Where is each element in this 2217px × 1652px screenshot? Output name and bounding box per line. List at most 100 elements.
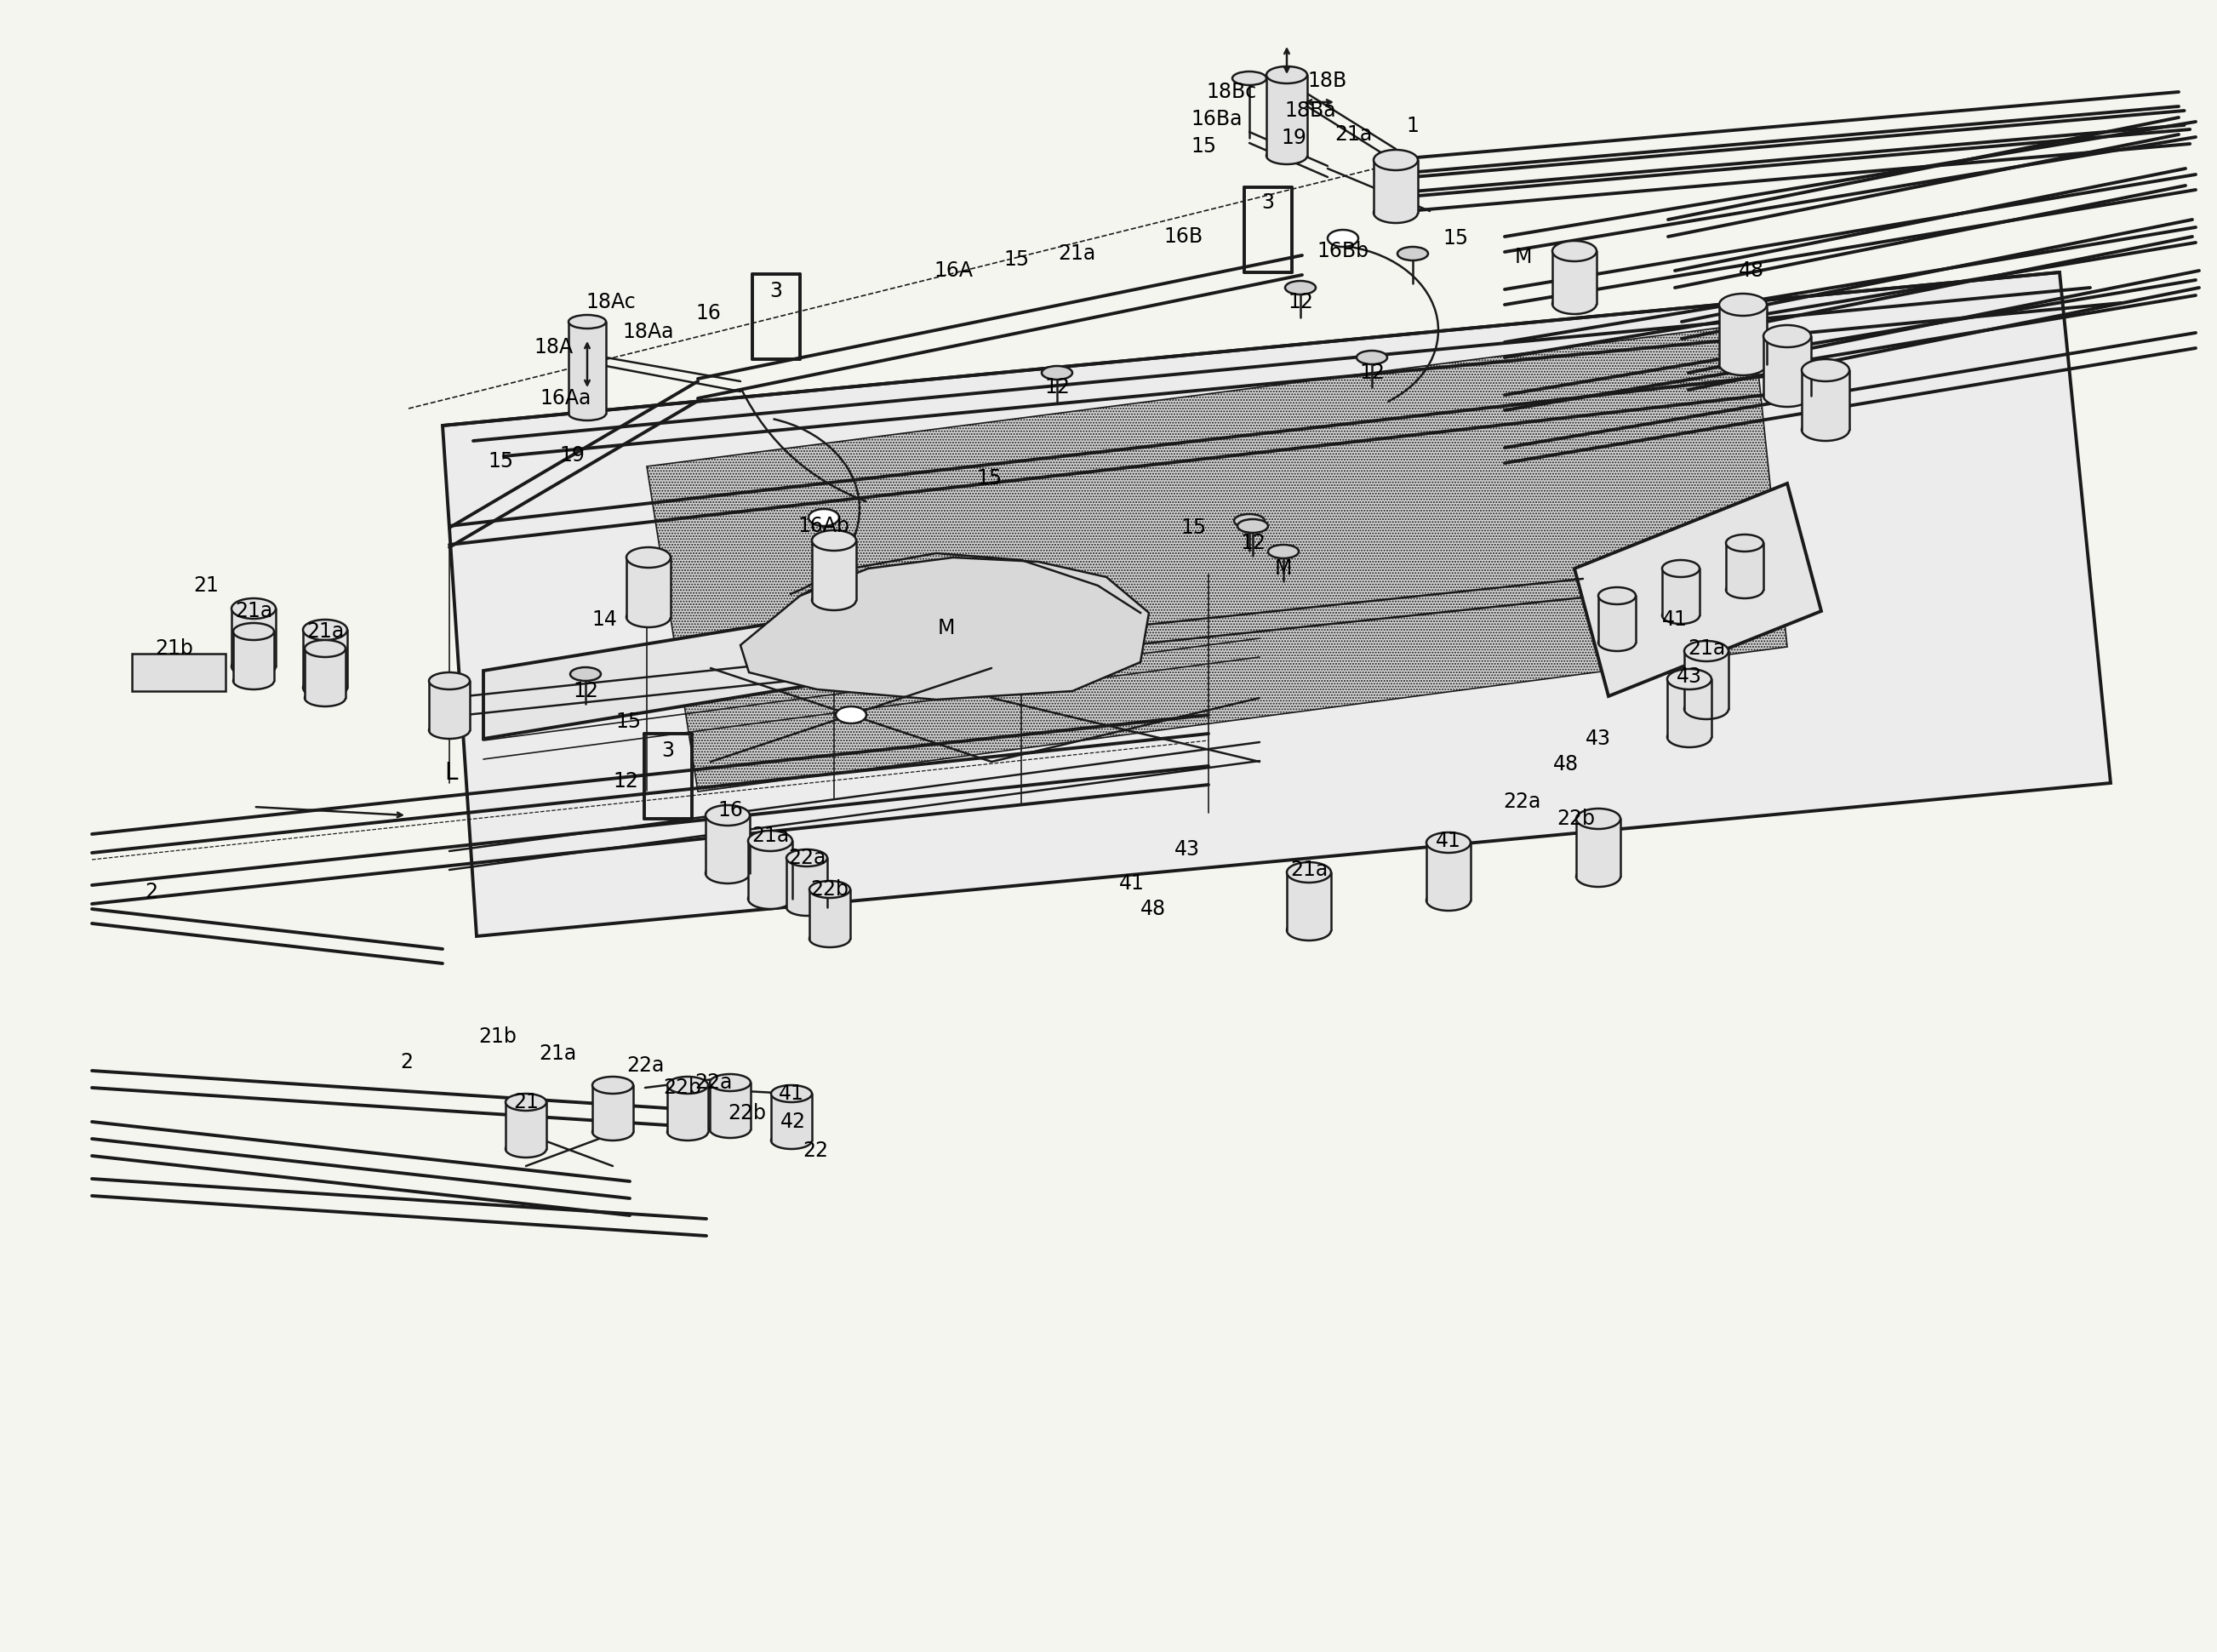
Text: 15: 15 <box>1004 249 1031 269</box>
Polygon shape <box>231 608 275 666</box>
Ellipse shape <box>627 547 670 568</box>
Ellipse shape <box>1286 920 1330 940</box>
Polygon shape <box>1574 484 1820 695</box>
Ellipse shape <box>1685 641 1729 661</box>
Text: 42: 42 <box>780 1112 807 1132</box>
Polygon shape <box>709 1082 752 1130</box>
Ellipse shape <box>1552 294 1596 314</box>
Text: M: M <box>1514 246 1532 268</box>
Ellipse shape <box>1667 669 1712 689</box>
Ellipse shape <box>231 598 275 620</box>
Polygon shape <box>1763 337 1811 396</box>
Text: 18Ba: 18Ba <box>1286 101 1337 121</box>
Ellipse shape <box>1397 246 1428 261</box>
Polygon shape <box>705 816 749 874</box>
Polygon shape <box>627 557 670 618</box>
Polygon shape <box>133 654 226 691</box>
Ellipse shape <box>811 590 856 610</box>
Ellipse shape <box>428 672 470 689</box>
Ellipse shape <box>1598 634 1636 651</box>
Text: 21a: 21a <box>1290 859 1328 881</box>
Ellipse shape <box>1286 281 1315 294</box>
Ellipse shape <box>304 639 346 657</box>
Ellipse shape <box>1718 354 1767 375</box>
Ellipse shape <box>592 1077 634 1094</box>
Ellipse shape <box>1763 325 1811 347</box>
Ellipse shape <box>1286 862 1330 882</box>
Text: 41: 41 <box>778 1084 805 1104</box>
Ellipse shape <box>809 930 849 947</box>
Polygon shape <box>505 1102 545 1150</box>
Ellipse shape <box>1375 150 1419 170</box>
Polygon shape <box>740 557 1148 699</box>
Ellipse shape <box>772 1085 811 1102</box>
Polygon shape <box>304 649 346 697</box>
Text: 21b: 21b <box>155 638 193 659</box>
Text: 41: 41 <box>1437 831 1461 851</box>
Text: 3: 3 <box>1261 192 1275 213</box>
Text: 21a: 21a <box>1058 243 1095 264</box>
Polygon shape <box>1718 304 1767 365</box>
Ellipse shape <box>1576 808 1621 829</box>
Text: 22b: 22b <box>663 1077 703 1099</box>
Ellipse shape <box>709 1074 752 1090</box>
Ellipse shape <box>667 1123 707 1140</box>
Text: 43: 43 <box>1676 666 1703 687</box>
Ellipse shape <box>1667 727 1712 747</box>
Text: 48: 48 <box>1738 261 1765 281</box>
Text: 19: 19 <box>559 444 585 466</box>
Text: 21a: 21a <box>1687 638 1725 659</box>
Text: 12: 12 <box>1288 292 1312 312</box>
Polygon shape <box>809 889 849 938</box>
Polygon shape <box>1286 872 1330 930</box>
Ellipse shape <box>1233 71 1266 86</box>
Ellipse shape <box>1598 586 1636 605</box>
Ellipse shape <box>592 1123 634 1140</box>
Text: 16Aa: 16Aa <box>541 388 592 408</box>
Text: L: L <box>443 762 457 785</box>
Polygon shape <box>483 595 951 738</box>
Text: 21: 21 <box>193 575 219 596</box>
Ellipse shape <box>747 889 791 909</box>
Ellipse shape <box>570 667 601 681</box>
Ellipse shape <box>1663 560 1700 577</box>
Polygon shape <box>1426 843 1470 900</box>
Text: 3: 3 <box>661 740 674 762</box>
Ellipse shape <box>772 1132 811 1150</box>
Polygon shape <box>747 841 791 899</box>
Ellipse shape <box>1268 545 1299 558</box>
Text: 21: 21 <box>514 1092 539 1112</box>
Ellipse shape <box>231 656 275 677</box>
Polygon shape <box>811 540 856 600</box>
Text: 12: 12 <box>572 681 599 702</box>
Text: 21a: 21a <box>539 1044 576 1064</box>
Text: 12: 12 <box>1239 534 1266 553</box>
Polygon shape <box>647 324 1787 791</box>
Polygon shape <box>1802 370 1849 430</box>
Ellipse shape <box>627 606 670 628</box>
Text: 12: 12 <box>1044 377 1071 398</box>
Text: 41: 41 <box>1120 874 1144 894</box>
Ellipse shape <box>304 677 348 697</box>
Ellipse shape <box>568 406 605 421</box>
Ellipse shape <box>1576 866 1621 887</box>
Ellipse shape <box>836 707 867 724</box>
Polygon shape <box>772 1094 811 1140</box>
Text: 16A: 16A <box>933 261 973 281</box>
Polygon shape <box>1663 568 1700 615</box>
Text: 2: 2 <box>144 882 157 902</box>
Polygon shape <box>1552 251 1596 304</box>
Ellipse shape <box>1552 241 1596 261</box>
Polygon shape <box>1727 544 1763 590</box>
Ellipse shape <box>304 689 346 707</box>
Ellipse shape <box>709 1122 752 1138</box>
Text: M: M <box>1275 558 1293 578</box>
Text: 48: 48 <box>1140 899 1166 919</box>
Text: 18Aa: 18Aa <box>623 322 674 342</box>
Text: 22b: 22b <box>727 1104 767 1123</box>
Text: 22a: 22a <box>787 847 825 869</box>
Ellipse shape <box>1042 367 1073 380</box>
Polygon shape <box>304 629 348 687</box>
Text: 21a: 21a <box>306 621 344 641</box>
Text: 43: 43 <box>1175 839 1199 859</box>
